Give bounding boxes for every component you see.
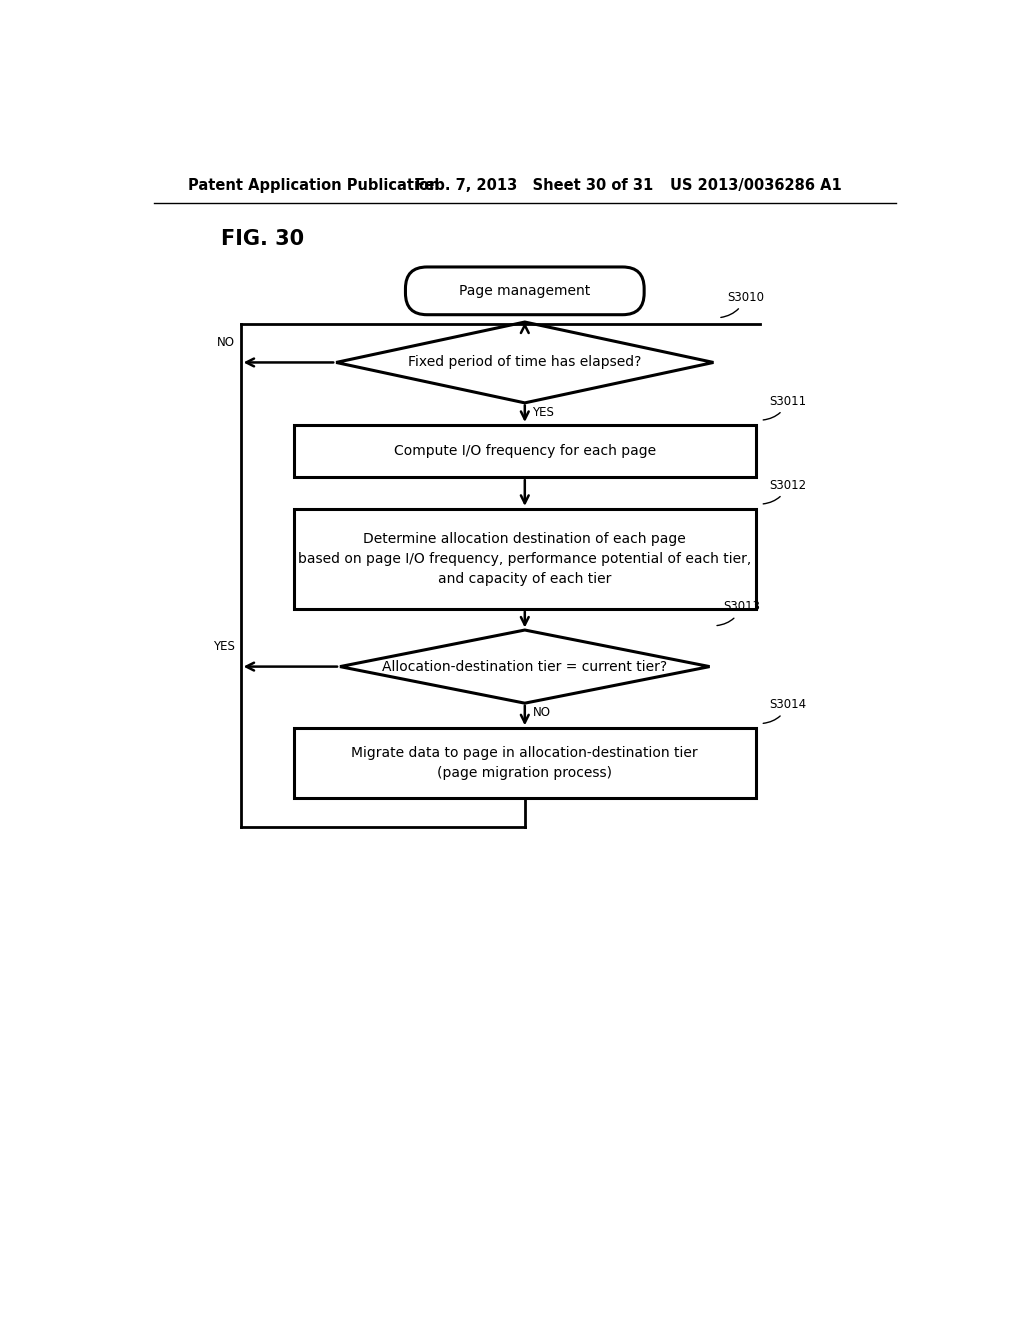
Text: Page management: Page management [459,284,591,298]
Text: YES: YES [213,640,234,653]
Text: FIG. 30: FIG. 30 [221,230,304,249]
Text: S3014: S3014 [763,698,807,723]
Text: US 2013/0036286 A1: US 2013/0036286 A1 [670,178,842,193]
Text: S3012: S3012 [763,479,807,504]
Polygon shape [336,322,714,403]
Polygon shape [340,630,710,704]
Bar [294,508,756,609]
FancyBboxPatch shape [406,267,644,314]
Bar [294,729,756,797]
Bar [294,425,756,478]
Text: Feb. 7, 2013   Sheet 30 of 31: Feb. 7, 2013 Sheet 30 of 31 [416,178,653,193]
Text: Patent Application Publication: Patent Application Publication [188,178,440,193]
Text: S3011: S3011 [763,395,807,420]
Text: NO: NO [216,335,234,348]
Text: Compute I/O frequency for each page: Compute I/O frequency for each page [394,444,655,458]
Text: YES: YES [532,405,554,418]
Text: Determine allocation destination of each page
based on page I/O frequency, perfo: Determine allocation destination of each… [298,532,752,586]
Text: S3010: S3010 [721,290,764,317]
Text: Allocation-destination tier = current tier?: Allocation-destination tier = current ti… [382,660,668,673]
Text: Fixed period of time has elapsed?: Fixed period of time has elapsed? [409,355,641,370]
Text: NO: NO [532,706,551,719]
Text: Migrate data to page in allocation-destination tier
(page migration process): Migrate data to page in allocation-desti… [351,746,698,780]
Text: S3013: S3013 [717,601,761,626]
